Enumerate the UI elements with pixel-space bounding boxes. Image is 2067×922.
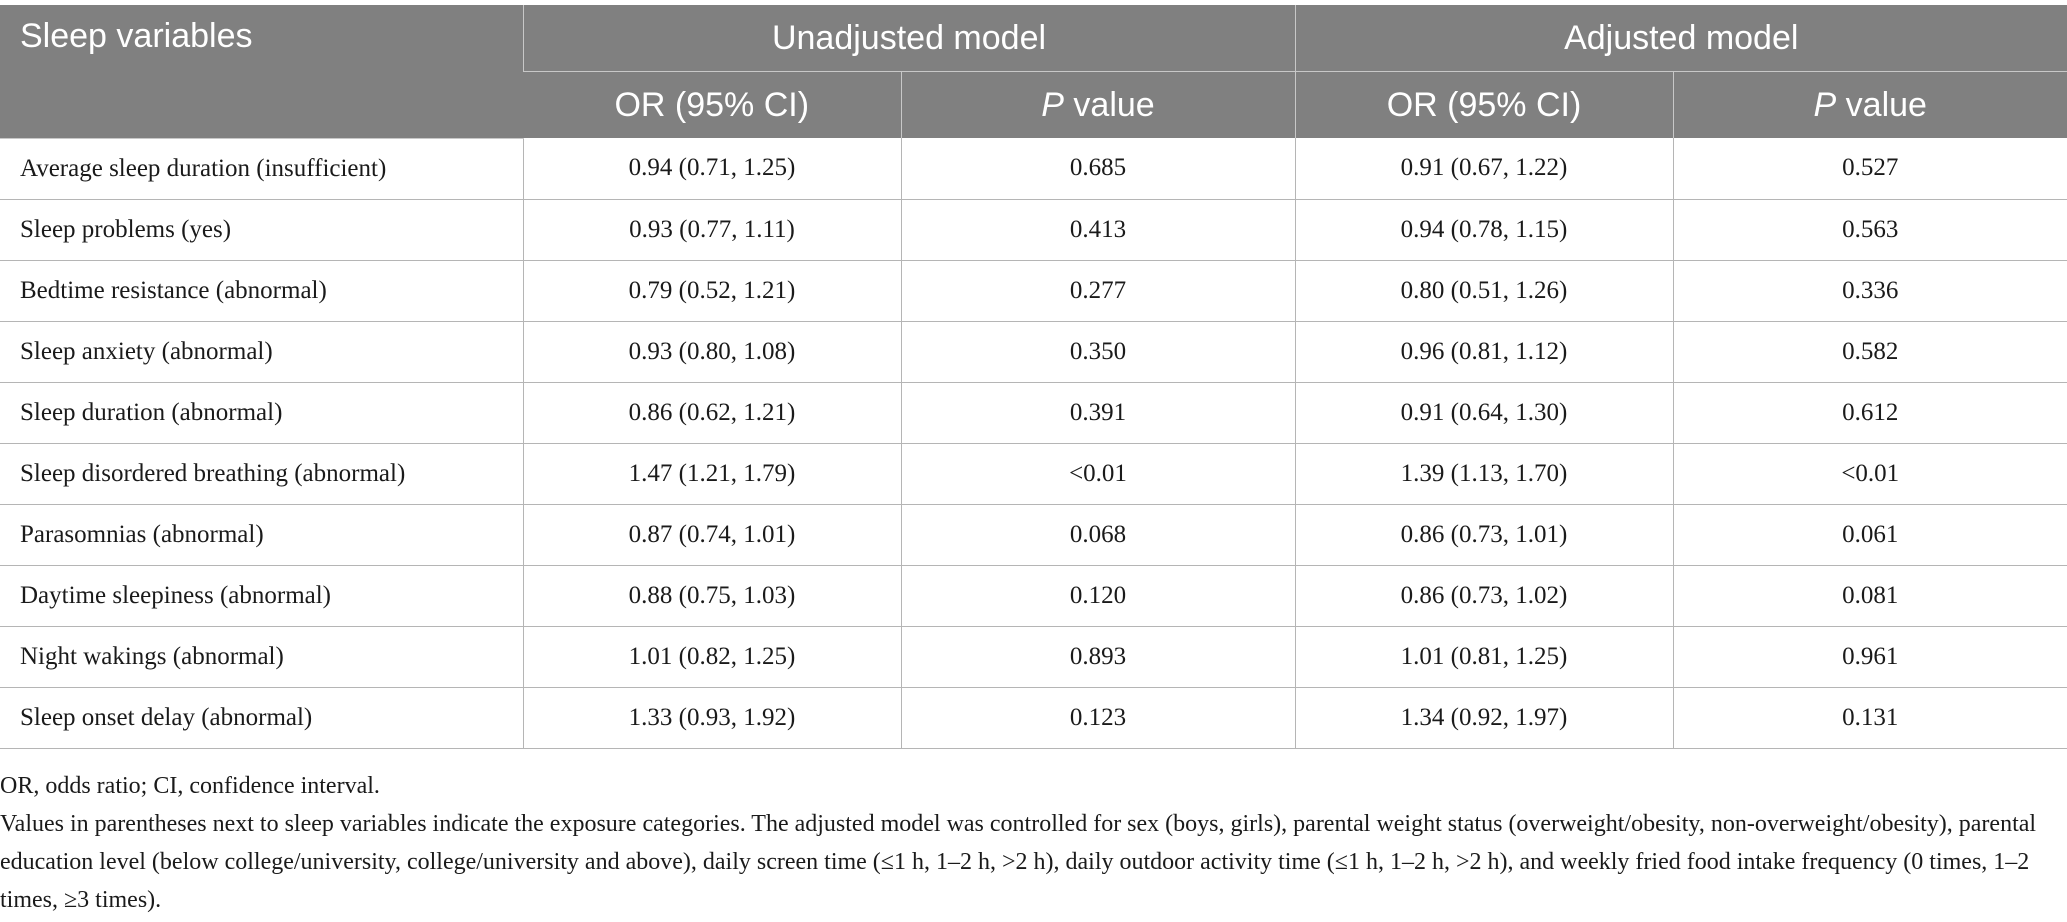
header-adjusted-or: OR (95% CI) bbox=[1294, 71, 1673, 138]
sleep-variable-cell: Bedtime resistance (abnormal) bbox=[0, 260, 523, 322]
header-adjusted-model: Adjusted model bbox=[1294, 5, 2067, 72]
adjusted-p-cell: 0.131 bbox=[1672, 687, 2067, 749]
adjusted-or-cell: 1.01 (0.81, 1.25) bbox=[1294, 626, 1673, 688]
unadjusted-p-cell: 0.120 bbox=[900, 565, 1295, 627]
p-suffix: value bbox=[1836, 85, 1927, 124]
table-row: Sleep duration (abnormal) 0.86 (0.62, 1.… bbox=[0, 382, 2067, 444]
unadjusted-p-cell: 0.413 bbox=[900, 199, 1295, 261]
adjusted-or-cell: 0.86 (0.73, 1.01) bbox=[1294, 504, 1673, 566]
table-body: Average sleep duration (insufficient) 0.… bbox=[0, 138, 2067, 749]
adjusted-or-cell: 0.80 (0.51, 1.26) bbox=[1294, 260, 1673, 322]
adjustment-note: Values in parentheses next to sleep vari… bbox=[0, 811, 2037, 913]
unadjusted-or-cell: 0.86 (0.62, 1.21) bbox=[522, 382, 901, 444]
unadjusted-p-cell: 0.391 bbox=[900, 382, 1295, 444]
unadjusted-p-cell: 0.893 bbox=[900, 626, 1295, 688]
header-unadjusted-model: Unadjusted model bbox=[522, 5, 1295, 72]
table-row: Bedtime resistance (abnormal) 0.79 (0.52… bbox=[0, 260, 2067, 322]
sleep-variable-cell: Average sleep duration (insufficient) bbox=[0, 138, 523, 200]
unadjusted-p-cell: 0.685 bbox=[900, 138, 1295, 200]
sleep-variable-cell: Night wakings (abnormal) bbox=[0, 626, 523, 688]
table-row: Sleep disordered breathing (abnormal) 1.… bbox=[0, 443, 2067, 505]
adjusted-p-cell: 0.612 bbox=[1672, 382, 2067, 444]
table-row: Parasomnias (abnormal) 0.87 (0.74, 1.01)… bbox=[0, 504, 2067, 566]
unadjusted-p-cell: 0.350 bbox=[900, 321, 1295, 383]
sleep-variable-cell: Parasomnias (abnormal) bbox=[0, 504, 523, 566]
sleep-variable-cell: Sleep disordered breathing (abnormal) bbox=[0, 443, 523, 505]
sleep-variable-cell: Sleep duration (abnormal) bbox=[0, 382, 523, 444]
unadjusted-or-cell: 0.94 (0.71, 1.25) bbox=[522, 138, 901, 200]
adjusted-or-cell: 0.91 (0.64, 1.30) bbox=[1294, 382, 1673, 444]
header-unadjusted-p: P value bbox=[900, 71, 1295, 138]
table-footnotes: OR, odds ratio; CI, confidence interval.… bbox=[0, 767, 2060, 919]
sleep-variable-cell: Sleep problems (yes) bbox=[0, 199, 523, 261]
table-row: Sleep problems (yes) 0.93 (0.77, 1.11) 0… bbox=[0, 199, 2067, 261]
adjusted-or-cell: 1.39 (1.13, 1.70) bbox=[1294, 443, 1673, 505]
unadjusted-or-cell: 0.93 (0.77, 1.11) bbox=[522, 199, 901, 261]
unadjusted-p-cell: 0.277 bbox=[900, 260, 1295, 322]
table-row: Sleep anxiety (abnormal) 0.93 (0.80, 1.0… bbox=[0, 321, 2067, 383]
adjusted-p-cell: 0.081 bbox=[1672, 565, 2067, 627]
adjusted-p-cell: 0.563 bbox=[1672, 199, 2067, 261]
p-suffix: value bbox=[1063, 85, 1155, 124]
adjusted-or-cell: 0.96 (0.81, 1.12) bbox=[1294, 321, 1673, 383]
table-row: Average sleep duration (insufficient) 0.… bbox=[0, 138, 2067, 200]
table-row: Daytime sleepiness (abnormal) 0.88 (0.75… bbox=[0, 565, 2067, 627]
unadjusted-p-cell: 0.123 bbox=[900, 687, 1295, 749]
unadjusted-or-cell: 0.93 (0.80, 1.08) bbox=[522, 321, 901, 383]
adjusted-p-cell: 0.527 bbox=[1672, 138, 2067, 200]
unadjusted-or-cell: 0.79 (0.52, 1.21) bbox=[522, 260, 901, 322]
table-row: Sleep onset delay (abnormal) 1.33 (0.93,… bbox=[0, 687, 2067, 749]
adjusted-p-cell: 0.061 bbox=[1672, 504, 2067, 566]
adjusted-p-cell: 0.582 bbox=[1672, 321, 2067, 383]
sleep-variable-cell: Sleep onset delay (abnormal) bbox=[0, 687, 523, 749]
header-adjusted-p: P value bbox=[1672, 71, 2067, 138]
results-table-container: Sleep variables Unadjusted model Adjuste… bbox=[0, 5, 2067, 749]
table-header: Sleep variables Unadjusted model Adjuste… bbox=[0, 5, 2067, 139]
adjusted-p-cell: 0.336 bbox=[1672, 260, 2067, 322]
adjusted-or-cell: 0.86 (0.73, 1.02) bbox=[1294, 565, 1673, 627]
unadjusted-or-cell: 0.87 (0.74, 1.01) bbox=[522, 504, 901, 566]
unadjusted-or-cell: 1.01 (0.82, 1.25) bbox=[522, 626, 901, 688]
results-table: Sleep variables Unadjusted model Adjuste… bbox=[0, 5, 2067, 749]
abbreviation-note: OR, odds ratio; CI, confidence interval. bbox=[0, 773, 380, 799]
unadjusted-or-cell: 1.47 (1.21, 1.79) bbox=[522, 443, 901, 505]
p-letter: P bbox=[1813, 85, 1837, 124]
unadjusted-p-cell: 0.068 bbox=[900, 504, 1295, 566]
adjusted-p-cell: 0.961 bbox=[1672, 626, 2067, 688]
sleep-variable-cell: Daytime sleepiness (abnormal) bbox=[0, 565, 523, 627]
table-row: Night wakings (abnormal) 1.01 (0.82, 1.2… bbox=[0, 626, 2067, 688]
p-letter: P bbox=[1041, 85, 1064, 124]
header-sleep-variables: Sleep variables bbox=[0, 5, 523, 139]
unadjusted-or-cell: 1.33 (0.93, 1.92) bbox=[522, 687, 901, 749]
adjusted-p-cell: <0.01 bbox=[1672, 443, 2067, 505]
adjusted-or-cell: 1.34 (0.92, 1.97) bbox=[1294, 687, 1673, 749]
unadjusted-or-cell: 0.88 (0.75, 1.03) bbox=[522, 565, 901, 627]
sleep-variable-cell: Sleep anxiety (abnormal) bbox=[0, 321, 523, 383]
unadjusted-p-cell: <0.01 bbox=[900, 443, 1295, 505]
header-unadjusted-or: OR (95% CI) bbox=[523, 71, 901, 138]
adjusted-or-cell: 0.94 (0.78, 1.15) bbox=[1294, 199, 1673, 261]
adjusted-or-cell: 0.91 (0.67, 1.22) bbox=[1294, 138, 1673, 200]
